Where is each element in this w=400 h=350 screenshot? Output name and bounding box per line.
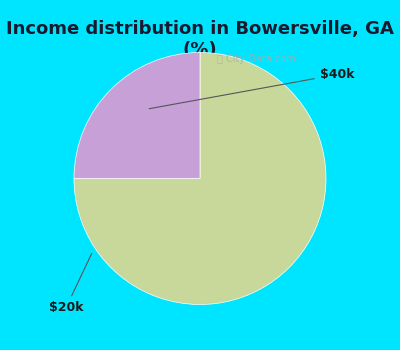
Text: $20k: $20k bbox=[49, 253, 92, 314]
Wedge shape bbox=[74, 52, 200, 178]
Wedge shape bbox=[74, 52, 326, 304]
Text: ⓘ City-Data.com: ⓘ City-Data.com bbox=[217, 54, 296, 64]
Text: $40k: $40k bbox=[149, 68, 354, 109]
Text: Income distribution in Bowersville, GA
(%): Income distribution in Bowersville, GA (… bbox=[6, 20, 394, 59]
Text: Other residents: Other residents bbox=[133, 86, 267, 102]
